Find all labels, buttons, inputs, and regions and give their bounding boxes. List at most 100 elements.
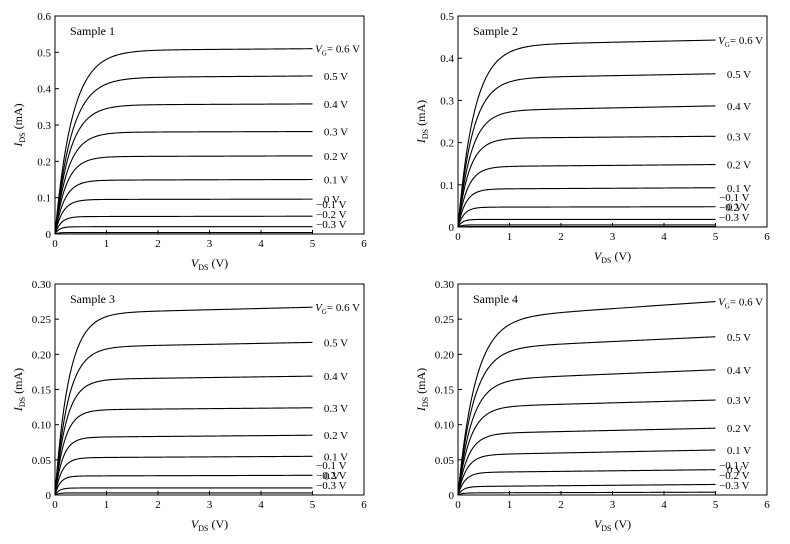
x-tick-label: 0	[455, 499, 461, 511]
x-tick-label: 1	[507, 499, 513, 511]
y-tick-label: 0.5	[37, 47, 51, 59]
series-label: VG= 0.6 V	[315, 302, 360, 316]
x-axis-label-symbol: V	[191, 256, 200, 270]
series-line	[54, 226, 313, 235]
series-label: −0.1 V	[316, 460, 347, 472]
y-axis-label: IDS (mA)	[11, 103, 27, 147]
series-label: −0.3 V	[316, 219, 347, 231]
series-label-prefix: V	[718, 35, 726, 47]
x-axis-label-unit: (V)	[611, 517, 631, 531]
series-line	[54, 434, 313, 496]
y-tick-label: 0.30	[435, 279, 455, 291]
series-line	[457, 135, 716, 228]
x-tick-label: 4	[661, 231, 667, 243]
y-axis-label-unit: (mA)	[414, 368, 428, 397]
y-axis-label: IDS (mA)	[414, 100, 430, 144]
x-tick-label: 1	[104, 238, 110, 250]
series-label: −0.1 V	[719, 192, 750, 204]
series-line	[457, 163, 716, 228]
series-label: −0.3 V	[316, 480, 347, 492]
y-axis-label-unit: (mA)	[11, 368, 25, 397]
y-tick-label: 0.5	[440, 11, 454, 23]
series-label: 0.1 V	[324, 451, 348, 463]
series-line	[54, 474, 313, 496]
x-tick-label: 4	[258, 238, 264, 250]
series-label: −0.2 V	[316, 470, 347, 482]
series-label-prefix-subscript: G	[725, 303, 730, 311]
x-axis-label-subscript: DS	[601, 524, 611, 533]
x-tick-label: 0	[52, 238, 58, 250]
series-label: 0 V	[727, 202, 743, 214]
series-label: 0 V	[324, 194, 340, 206]
panel-sample-4: 0 1 2 3 4 5 6 0 0.05 0.10 0.15 0.20 0.25 0.30 Sample 4…	[414, 279, 770, 533]
y-axis-label-subscript: DS	[421, 129, 430, 139]
y-tick-label: 0	[449, 222, 455, 234]
series-label: −0.1 V	[316, 199, 347, 211]
series-label-prefix-subscript: G	[725, 41, 730, 49]
series-label: 0.1 V	[727, 445, 751, 457]
series-line	[457, 301, 716, 496]
series-label: 0.5 V	[324, 337, 348, 349]
series-line	[457, 369, 716, 496]
panel-title: Sample 4	[473, 292, 518, 306]
x-tick-label: 3	[610, 499, 616, 511]
x-tick-label: 2	[155, 238, 161, 250]
series-line	[457, 449, 716, 496]
y-tick-label: 0.15	[435, 385, 455, 397]
series-line	[54, 306, 313, 496]
y-tick-label: 0.10	[435, 420, 455, 432]
y-tick-label: 0.3	[37, 120, 51, 132]
series-line	[457, 218, 716, 228]
x-tick-label: 4	[258, 499, 264, 511]
x-tick-label: 1	[104, 499, 110, 511]
x-tick-label: 4	[661, 499, 667, 511]
series-label: 0.5 V	[727, 69, 751, 81]
y-tick-label: 0.1	[37, 193, 51, 205]
series-line	[54, 487, 313, 496]
series-label: VG= 0.6 V	[718, 35, 763, 49]
series-line	[54, 455, 313, 496]
series-label: VG= 0.6 V	[315, 44, 360, 58]
x-tick-label: 3	[610, 231, 616, 243]
y-tick-label: 0	[46, 490, 52, 502]
series-label: 0.2 V	[727, 423, 751, 435]
series-line	[54, 215, 313, 235]
y-tick-label: 0.2	[440, 138, 454, 150]
series-label: 0 V	[727, 465, 743, 477]
series-line	[54, 198, 313, 235]
x-tick-label: 5	[310, 499, 316, 511]
x-axis-label-unit: (V)	[208, 517, 228, 531]
series-label: 0.3 V	[324, 127, 348, 139]
x-axis-label-symbol: V	[191, 517, 200, 531]
series-label: VG= 0.6 V	[718, 297, 763, 311]
series-line	[54, 103, 313, 235]
y-tick-label: 0.4	[37, 84, 51, 96]
series-line	[54, 232, 313, 235]
y-axis-label: IDS (mA)	[11, 368, 27, 412]
x-tick-label: 5	[713, 499, 719, 511]
y-axis-label-subscript: DS	[18, 397, 27, 407]
y-axis-label-symbol: I	[11, 142, 25, 148]
series-label: 0.1 V	[727, 183, 751, 195]
series-line	[54, 375, 313, 496]
panel-sample-3: 0 1 2 3 4 5 6 0 0.05 0.10 0.15 0.20 0.25 0.30 Sample 3…	[11, 279, 367, 533]
series-label-prefix-subscript: G	[322, 50, 327, 58]
series-line	[457, 206, 716, 228]
series-label-value: = 0.6 V	[730, 35, 763, 47]
y-tick-label: 0	[449, 490, 455, 502]
series-label-prefix-subscript: G	[322, 308, 327, 316]
series-label: 0.2 V	[324, 430, 348, 442]
y-tick-label: 0.15	[32, 385, 52, 397]
x-tick-label: 6	[764, 231, 770, 243]
series-line	[457, 73, 716, 228]
series-label-value: = 0.6 V	[327, 302, 360, 314]
series-label-value: = 0.6 V	[327, 44, 360, 56]
y-tick-label: 0.10	[32, 420, 52, 432]
y-tick-label: 0.20	[32, 349, 52, 361]
x-axis-label: VDS (V)	[594, 249, 631, 265]
series-line	[457, 469, 716, 496]
x-axis-label-symbol: V	[594, 517, 603, 531]
series-label: 0.4 V	[324, 371, 348, 383]
x-tick-label: 3	[207, 238, 213, 250]
